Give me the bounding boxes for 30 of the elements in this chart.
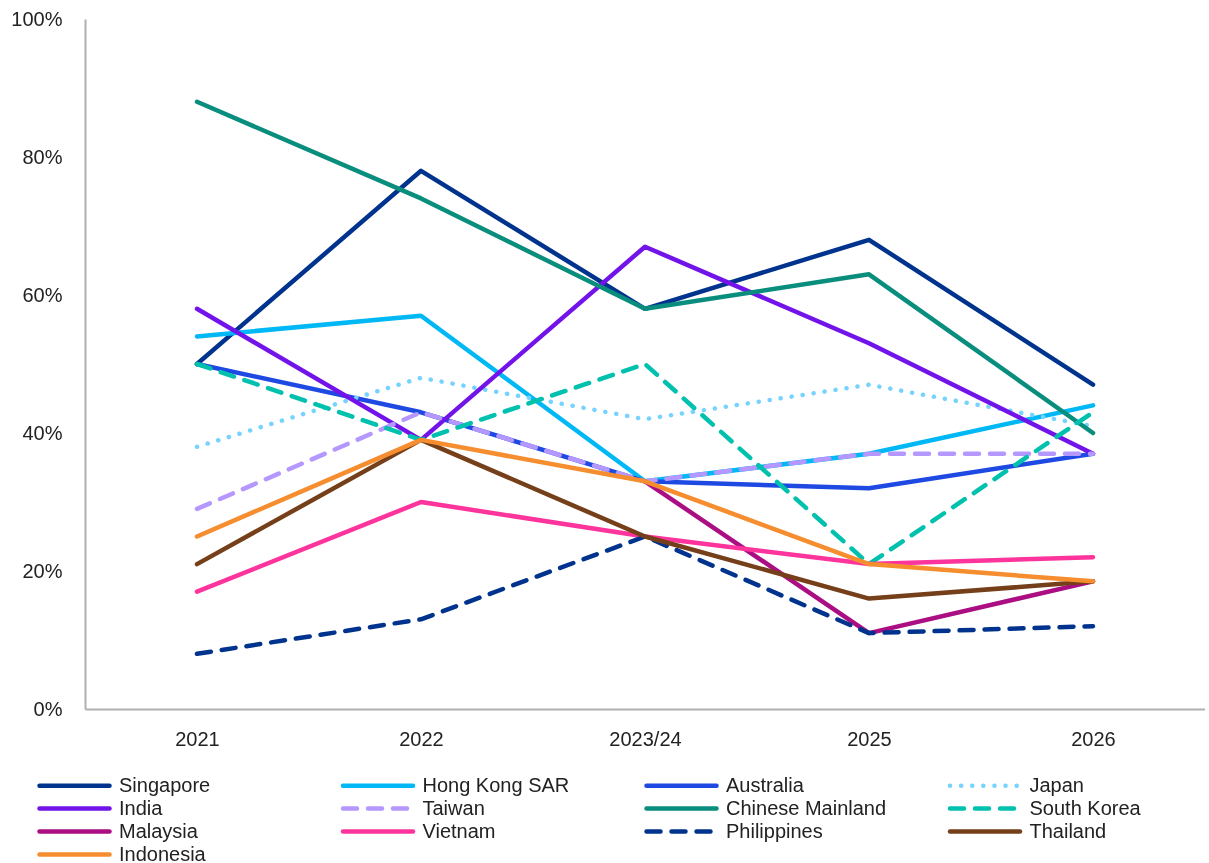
x-tick-label: 2023/24 xyxy=(609,727,682,750)
y-tick-label: 0% xyxy=(33,697,63,720)
line-series xyxy=(194,499,1096,594)
legend-label: Australia xyxy=(726,773,805,796)
legend-label: South Korea xyxy=(1029,796,1142,819)
y-tick-label: 20% xyxy=(22,559,63,582)
legend-label: Thailand xyxy=(1029,819,1107,842)
line-series xyxy=(194,410,1096,512)
line-series xyxy=(194,168,1096,387)
legend-label: Japan xyxy=(1029,773,1084,796)
x-tick-label: 2025 xyxy=(847,727,892,750)
y-tick-label: 80% xyxy=(22,145,63,168)
y-tick-label: 60% xyxy=(22,283,63,306)
line-series xyxy=(194,534,1096,657)
legend-label: Hong Kong SAR xyxy=(422,773,570,796)
x-tick-label: 2026 xyxy=(1071,727,1116,750)
line-series xyxy=(194,99,1096,436)
legend-label: Indonesia xyxy=(119,842,207,863)
y-tick-label: 100% xyxy=(11,7,63,30)
line-series xyxy=(194,244,1096,456)
legend-label: Taiwan xyxy=(422,796,485,819)
legend-label: Malaysia xyxy=(119,819,199,842)
y-tick-label: 40% xyxy=(22,421,63,444)
x-tick-label: 2021 xyxy=(175,727,220,750)
legend-label: Chinese Mainland xyxy=(726,796,887,819)
x-tick-label: 2022 xyxy=(399,727,444,750)
legend-label: Vietnam xyxy=(422,819,496,842)
legend-label: Singapore xyxy=(119,773,211,796)
legend-label: India xyxy=(119,796,164,819)
legend-label: Philippines xyxy=(726,819,823,842)
